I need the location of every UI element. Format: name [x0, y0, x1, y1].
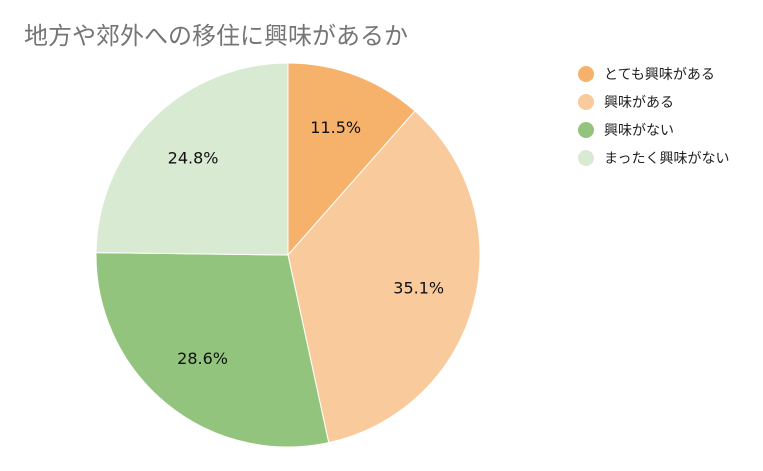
legend-item-not-interested[interactable]: 興味がない [578, 116, 729, 144]
legend-label: とても興味がある [604, 67, 715, 83]
legend-label: まったく興味がない [604, 151, 730, 167]
pie-slice-very-interested[interactable] [287, 62, 416, 257]
legend-label: 興味がない [604, 123, 674, 139]
pie-slice-interested[interactable] [287, 110, 481, 444]
pie-slice-not-interested[interactable] [95, 252, 330, 448]
legend-swatch [578, 94, 594, 110]
chart-title: 地方や郊外への移住に興味があるか [24, 22, 408, 50]
legend-item-very-interested[interactable]: とても興味がある [578, 60, 729, 88]
pie-slice-not-at-all-interested[interactable] [95, 62, 289, 256]
legend-swatch [578, 150, 594, 166]
slice-value-label-interested: 35.1% [393, 279, 444, 298]
slice-value-label-not-interested: 28.6% [177, 349, 228, 368]
slice-value-label-not-at-all-interested: 24.8% [168, 148, 219, 167]
legend-label: 興味がある [604, 95, 674, 111]
legend-item-interested[interactable]: 興味がある [578, 88, 729, 116]
legend-item-not-at-all-interested[interactable]: まったく興味がない [578, 144, 729, 172]
legend-swatch [578, 66, 594, 82]
legend-swatch [578, 122, 594, 138]
legend: とても興味がある 興味がある 興味がない まったく興味がない [578, 60, 729, 172]
slice-value-label-very-interested: 11.5% [310, 118, 361, 137]
